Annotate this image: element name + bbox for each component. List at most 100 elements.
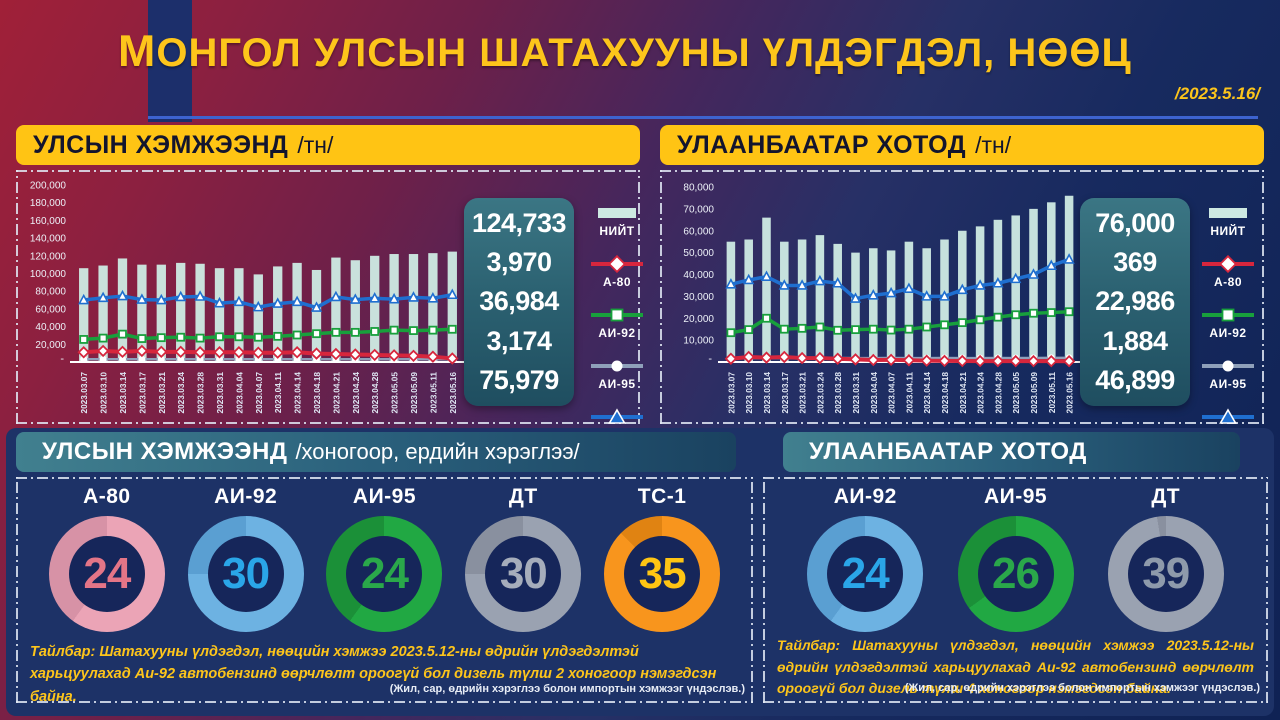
chart-element — [117, 258, 128, 362]
chart-element — [428, 253, 438, 362]
chart-element — [726, 328, 736, 338]
chart-element — [427, 292, 439, 303]
chart-element: 180,000 — [30, 198, 67, 209]
chart-element: 60,000 — [35, 304, 66, 315]
legend-item: А-80 — [588, 255, 646, 289]
chart-element — [368, 348, 381, 362]
gauge-days-value: 24 — [83, 549, 131, 598]
chart-element — [96, 344, 110, 358]
national-gauges: А-80 24 АИ-92 30 АИ-95 24 ДТ 30 ТС-1 35 — [26, 485, 743, 632]
chart-element — [1062, 354, 1076, 368]
consumption-gauge-ТС-1: ТС-1 35 — [604, 485, 721, 632]
chart-element — [815, 235, 825, 362]
gauge-label: АИ-95 — [352, 485, 417, 508]
chart-element — [155, 293, 167, 305]
chart-element — [778, 350, 791, 364]
chart-element: 2023.05.09 — [409, 372, 419, 414]
legend-item: АИ-95 — [1199, 357, 1257, 391]
chart-element — [849, 353, 862, 366]
chart-element — [957, 318, 967, 328]
chart-element — [213, 296, 226, 308]
chart-element: 2023.04.14 — [922, 372, 932, 414]
ub-chart-header: УЛААНБААТАР ХОТОД /тн/ — [660, 125, 1264, 165]
gauge-days-value: 24 — [841, 549, 890, 598]
chart-element — [903, 282, 915, 294]
chart-element — [116, 345, 129, 359]
chart-element — [98, 265, 108, 362]
legend-item: НИЙТ — [588, 204, 646, 238]
chart-element — [330, 290, 342, 302]
chart-element — [369, 292, 381, 303]
chart-element: 2023.04.18 — [940, 372, 950, 414]
chart-element — [743, 273, 755, 285]
chart-element — [407, 349, 420, 363]
chart-element — [833, 243, 842, 362]
chart-element: 2023.03.21 — [798, 372, 808, 414]
latest-value: 124,733 — [471, 208, 567, 239]
chart-element — [293, 355, 301, 363]
legend-label: АИ-92 — [598, 326, 636, 340]
latest-value: 3,174 — [486, 325, 552, 356]
chart-element: 20,000 — [683, 314, 714, 325]
chart-element: 2023.05.16 — [1065, 372, 1075, 414]
chart-element — [1029, 208, 1038, 362]
chart-element — [867, 353, 880, 367]
chart-element — [118, 329, 127, 339]
donut-ring: 24 — [326, 516, 443, 632]
chart-element — [778, 279, 790, 290]
chart-element — [331, 327, 341, 337]
chart-element — [387, 349, 401, 362]
chart-element — [272, 297, 284, 308]
chart-element — [851, 325, 860, 335]
chart-element — [885, 286, 897, 298]
national-consumption-title: УЛСЫН ХЭМЖЭЭНД — [42, 438, 288, 465]
chart-element — [724, 352, 738, 365]
chart-element — [884, 353, 898, 367]
chart-element: 2023.04.11 — [904, 372, 914, 413]
legend-label: АИ-95 — [598, 377, 636, 391]
ub-consumption-title: УЛААНБААТАР ХОТОД — [809, 438, 1087, 465]
chart-element: 100,000 — [30, 269, 67, 280]
triangle-marker-icon — [591, 408, 643, 424]
bar-marker-icon — [598, 208, 636, 218]
chart-element: 2023.05.05 — [390, 372, 400, 414]
legend-label: АИ-92 — [1209, 326, 1247, 340]
chart-element: 2023.04.14 — [293, 372, 303, 414]
chart-element: - — [60, 353, 64, 365]
chart-element — [1046, 308, 1056, 317]
ub-chart: 10,000 20,000 30,000 40,000 50,000 60,000 70,0… — [660, 170, 1264, 442]
chart-element — [253, 332, 263, 342]
ub-note: Тайлбар: Шатахууны үлдэгдэл, нөөцийн хэм… — [777, 637, 1254, 697]
chart-element: 40,000 — [683, 270, 714, 281]
chart-element — [176, 332, 186, 342]
ub-source-note: (Жил, сар, өдрийн хэрэглээ болон импорты… — [904, 682, 1260, 694]
chart-element — [958, 230, 967, 362]
chart-element — [904, 324, 914, 334]
chart-element — [176, 262, 186, 362]
national-consumption-panel: А-80 24 АИ-92 30 АИ-95 24 ДТ 30 ТС-1 35 Тайлбар: … — [16, 477, 753, 705]
legend-item: НИЙТ — [1199, 204, 1257, 238]
legend-label: А-80 — [1213, 275, 1242, 289]
chart-element: 2023.03.17 — [780, 372, 790, 414]
chart-element — [938, 290, 951, 301]
chart-element — [426, 350, 440, 363]
chart-element — [832, 277, 844, 288]
chart-element — [742, 350, 755, 364]
decor-stripe — [148, 0, 192, 122]
chart-element — [408, 254, 419, 362]
chart-element — [956, 354, 969, 368]
chart-element: 2023.05.11 — [1047, 372, 1057, 413]
square-marker-icon — [1202, 308, 1254, 322]
chart-element — [137, 334, 147, 343]
chart-element — [349, 348, 362, 361]
chart-element: 2023.03.17 — [137, 372, 147, 414]
chart-element — [370, 255, 380, 362]
national-chart-title: УЛСЫН ХЭМЖЭЭНД — [33, 130, 289, 159]
chart-element — [135, 344, 149, 358]
triangle-marker-icon — [1202, 408, 1254, 424]
chart-element — [797, 239, 807, 362]
title-underline — [148, 116, 1258, 119]
chart-element — [1011, 215, 1020, 362]
gauge-days-value: 39 — [1142, 549, 1190, 598]
donut-ring: 30 — [187, 516, 304, 632]
